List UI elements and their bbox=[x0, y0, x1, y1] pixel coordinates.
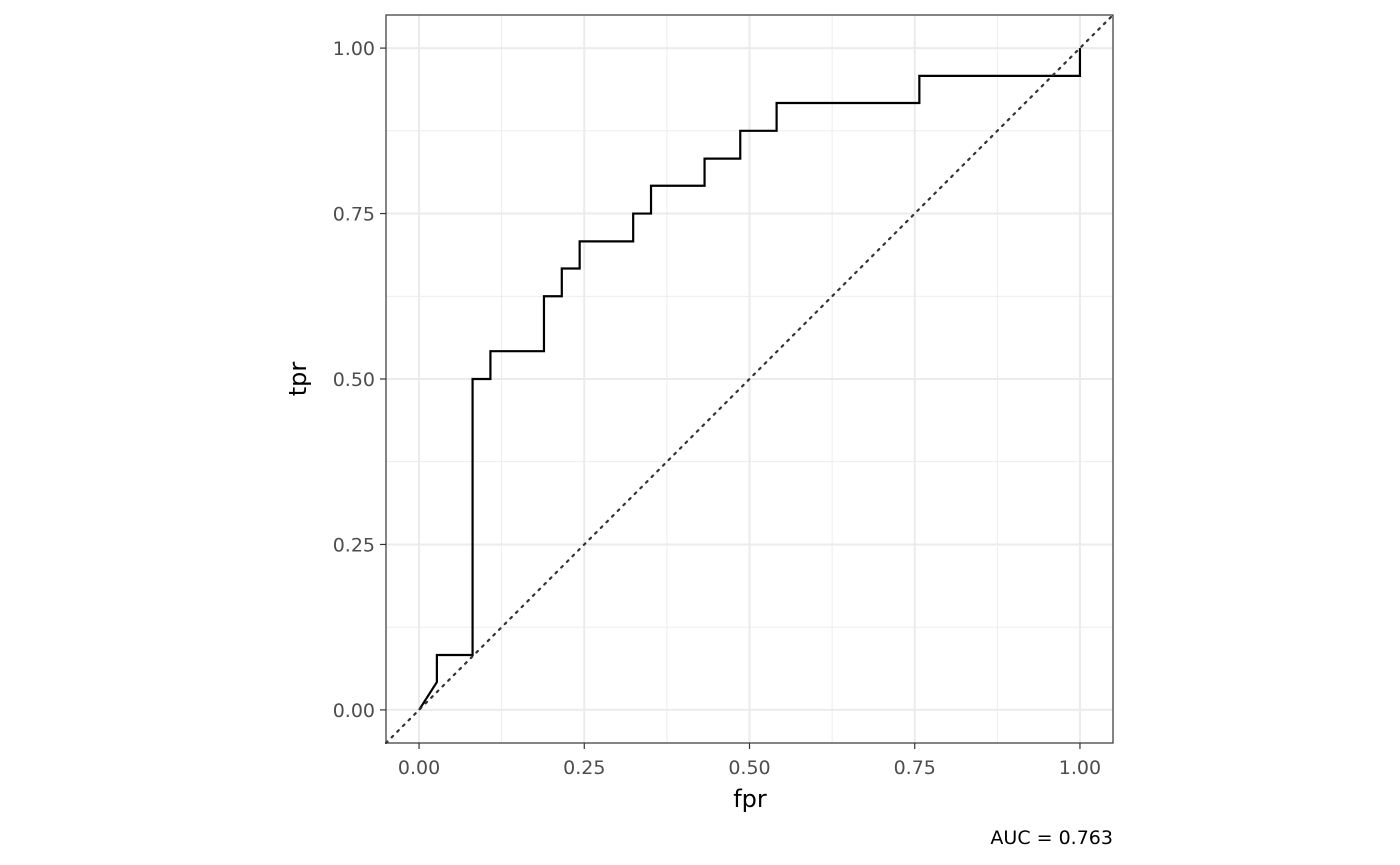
x-axis-title: fpr bbox=[733, 785, 767, 813]
y-axis-ticks: 0.00 0.25 0.50 0.75 1.00 bbox=[333, 38, 386, 722]
y-axis-title: tpr bbox=[284, 362, 312, 397]
x-tick-label: 1.00 bbox=[1059, 757, 1101, 779]
x-axis-ticks: 0.00 0.25 0.50 0.75 1.00 bbox=[398, 743, 1101, 779]
reference-diagonal-line bbox=[384, 13, 1115, 745]
roc-curve-line bbox=[418, 48, 1082, 711]
x-tick-label: 0.50 bbox=[728, 757, 770, 779]
y-tick-label: 0.75 bbox=[333, 204, 375, 226]
y-tick-label: 0.50 bbox=[333, 369, 375, 391]
x-tick-label: 0.25 bbox=[563, 757, 605, 779]
x-tick-label: 0.00 bbox=[398, 757, 440, 779]
y-tick-label: 0.25 bbox=[333, 534, 375, 556]
y-tick-label: 1.00 bbox=[333, 38, 375, 60]
auc-caption: AUC = 0.763 bbox=[990, 827, 1113, 849]
major-gridlines bbox=[386, 15, 1113, 743]
series-layer bbox=[384, 13, 1115, 745]
y-tick-label: 0.00 bbox=[333, 700, 375, 722]
x-tick-label: 0.75 bbox=[894, 757, 936, 779]
